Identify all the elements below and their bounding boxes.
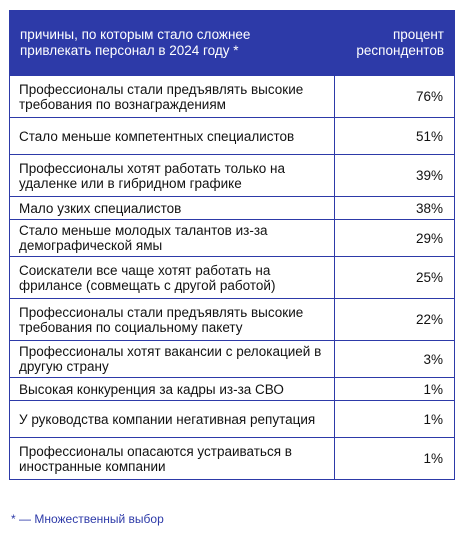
row-reason: Высокая конкуренция за кадры из-за СВО [9, 377, 335, 401]
footnote: * — Множественный выбор [11, 512, 164, 526]
row-percent: 22% [334, 298, 455, 341]
table-row: Профессионалы стали предъявлять высокие … [9, 75, 455, 118]
row-reason: Профессионалы опасаются устраиваться в и… [9, 437, 335, 480]
table-row: Стало меньше молодых талантов из-за демо… [9, 219, 455, 257]
row-reason: Профессионалы хотят вакансии с релокацие… [9, 340, 335, 378]
row-reason: Стало меньше молодых талантов из-за демо… [9, 219, 335, 257]
row-percent: 39% [334, 154, 455, 197]
row-percent: 1% [334, 400, 455, 438]
header-row: причины, по которым стало сложнее привле… [9, 10, 455, 76]
row-percent: 1% [334, 437, 455, 480]
row-percent: 76% [334, 75, 455, 118]
table-row: Профессионалы хотят работать только на у… [9, 154, 455, 197]
row-percent: 38% [334, 196, 455, 220]
row-percent: 29% [334, 219, 455, 257]
row-reason: Профессионалы стали предъявлять высокие … [9, 298, 335, 341]
table-row: Высокая конкуренция за кадры из-за СВО 1% [9, 377, 455, 401]
row-percent: 25% [334, 256, 455, 299]
table-row: Профессионалы опасаются устраиваться в и… [9, 437, 455, 480]
table-body: Профессионалы стали предъявлять высокие … [9, 75, 455, 480]
row-percent: 1% [334, 377, 455, 401]
table-row: Профессионалы стали предъявлять высокие … [9, 298, 455, 341]
table-row: Профессионалы хотят вакансии с релокацие… [9, 340, 455, 378]
row-reason: У руководства компании негативная репута… [9, 400, 335, 438]
table-row: Соискатели все чаще хотят работать на фр… [9, 256, 455, 299]
header-percent: процент респондентов [334, 10, 455, 76]
header-reason: причины, по которым стало сложнее привле… [9, 10, 335, 76]
row-reason: Стало меньше компетентных специалистов [9, 117, 335, 155]
table-row: Мало узких специалистов 38% [9, 196, 455, 220]
row-reason: Профессионалы хотят работать только на у… [9, 154, 335, 197]
row-reason: Профессионалы стали предъявлять высокие … [9, 75, 335, 118]
survey-table: причины, по которым стало сложнее привле… [9, 10, 455, 480]
row-reason: Соискатели все чаще хотят работать на фр… [9, 256, 335, 299]
row-percent: 51% [334, 117, 455, 155]
row-reason: Мало узких специалистов [9, 196, 335, 220]
table-row: У руководства компании негативная репута… [9, 400, 455, 438]
row-percent: 3% [334, 340, 455, 378]
table-row: Стало меньше компетентных специалистов 51… [9, 117, 455, 155]
